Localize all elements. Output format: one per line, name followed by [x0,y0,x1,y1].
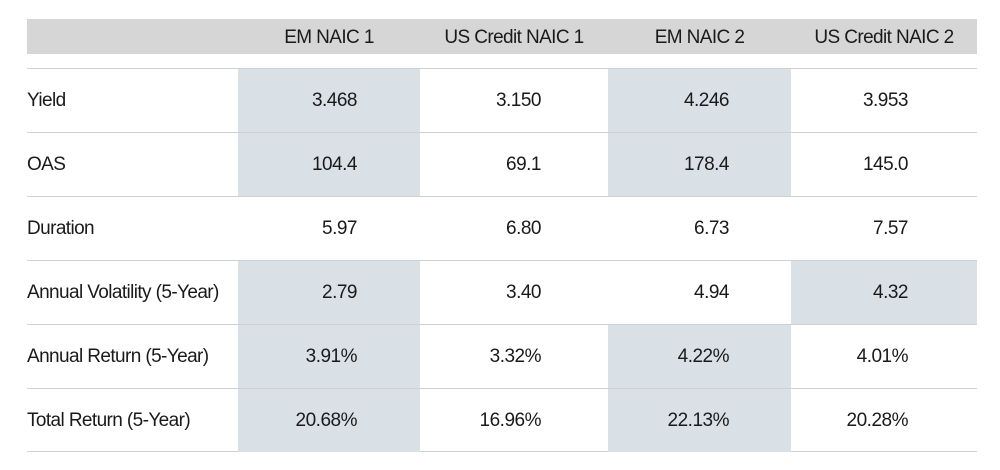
table-cell: 3.32% [489,346,542,367]
comparison-table: EM NAIC 1 US Credit NAIC 1 EM NAIC 2 US … [27,19,977,452]
table-cell: 3.40 [506,282,541,303]
table-header: EM NAIC 1 US Credit NAIC 1 EM NAIC 2 US … [27,19,977,54]
row-label: Duration [27,218,95,239]
table-cell: 6.73 [694,218,729,239]
column-header: US Credit NAIC 1 [444,27,584,48]
table-cell: 4.32 [791,261,977,324]
row-label: Total Return (5-Year) [27,410,191,431]
table-cell: 2.79 [238,261,420,324]
table-cell: 4.94 [694,282,729,303]
table-cell: 4.246 [608,69,791,132]
table-row: Yield 3.468 3.150 4.246 3.953 [27,68,977,132]
table-cell: 4.22% [608,325,791,388]
table-row: OAS 104.4 69.1 178.4 145.0 [27,132,977,196]
table-cell: 22.13% [608,389,791,452]
table-cell: 5.97 [322,218,357,239]
table-cell: 16.96% [479,410,542,431]
row-label: OAS [27,154,66,175]
table-cell: 104.4 [238,133,420,196]
row-label: Annual Return (5-Year) [27,346,209,367]
table-cell: 3.468 [238,69,420,132]
column-header: EM NAIC 1 [284,27,374,48]
table-cell: 20.68% [238,389,420,452]
column-header: EM NAIC 2 [654,27,745,48]
table-row: Annual Volatility (5-Year) 2.79 3.40 4.9… [27,260,977,324]
table-cell: 3.91% [238,325,420,388]
table-cell: 7.57 [873,218,908,239]
table-cell: 69.1 [506,154,541,175]
table-cell: 3.953 [862,90,909,111]
table-row: Total Return (5-Year) 20.68% 16.96% 22.1… [27,388,977,452]
row-label: Yield [27,90,66,111]
table-cell: 20.28% [846,410,909,431]
row-label: Annual Volatility (5-Year) [27,282,219,303]
table-cell: 178.4 [608,133,791,196]
table-cell: 6.80 [506,218,541,239]
table-cell: 145.0 [862,154,909,175]
table-cell: 3.150 [495,90,542,111]
column-header: US Credit NAIC 2 [814,27,954,48]
header-gap [27,54,977,68]
table-row: Duration 5.97 6.80 6.73 7.57 [27,196,977,260]
table-row: Annual Return (5-Year) 3.91% 3.32% 4.22%… [27,324,977,388]
table-cell: 4.01% [856,346,909,367]
